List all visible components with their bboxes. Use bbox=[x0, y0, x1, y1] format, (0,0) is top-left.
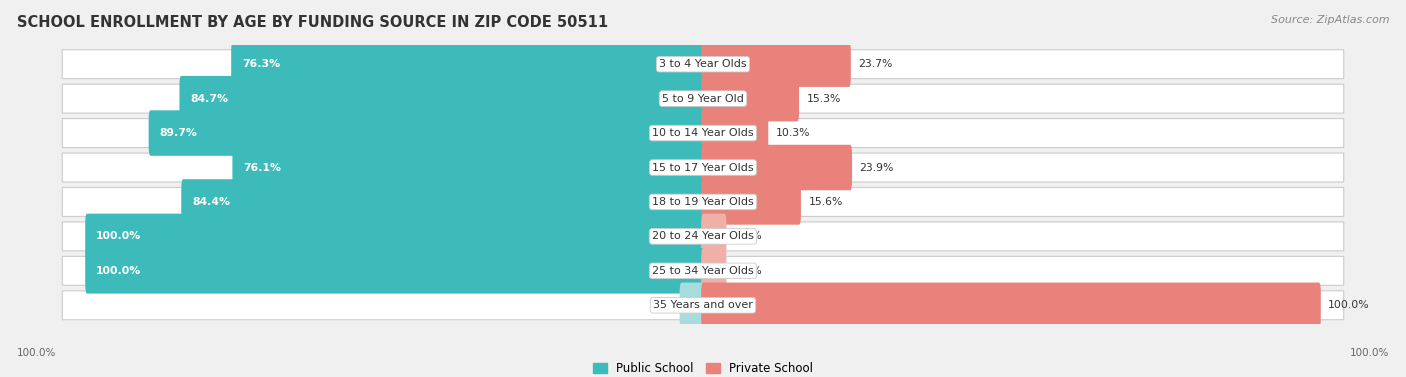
Text: 84.4%: 84.4% bbox=[193, 197, 231, 207]
FancyBboxPatch shape bbox=[702, 76, 799, 121]
FancyBboxPatch shape bbox=[86, 214, 704, 259]
Text: 100.0%: 100.0% bbox=[17, 348, 56, 358]
Text: 20 to 24 Year Olds: 20 to 24 Year Olds bbox=[652, 231, 754, 241]
Text: 76.1%: 76.1% bbox=[243, 162, 281, 173]
FancyBboxPatch shape bbox=[62, 256, 1344, 285]
Text: SCHOOL ENROLLMENT BY AGE BY FUNDING SOURCE IN ZIP CODE 50511: SCHOOL ENROLLMENT BY AGE BY FUNDING SOUR… bbox=[17, 15, 607, 30]
Text: 10 to 14 Year Olds: 10 to 14 Year Olds bbox=[652, 128, 754, 138]
Text: 100.0%: 100.0% bbox=[1350, 348, 1389, 358]
FancyBboxPatch shape bbox=[702, 214, 727, 259]
Text: 89.7%: 89.7% bbox=[160, 128, 198, 138]
Text: Source: ZipAtlas.com: Source: ZipAtlas.com bbox=[1271, 15, 1389, 25]
Text: 100.0%: 100.0% bbox=[96, 231, 142, 241]
FancyBboxPatch shape bbox=[62, 119, 1344, 147]
FancyBboxPatch shape bbox=[702, 179, 801, 225]
Text: 76.3%: 76.3% bbox=[242, 59, 280, 69]
Legend: Public School, Private School: Public School, Private School bbox=[588, 357, 818, 377]
Text: 10.3%: 10.3% bbox=[776, 128, 810, 138]
FancyBboxPatch shape bbox=[702, 282, 1320, 328]
Text: 0.0%: 0.0% bbox=[734, 266, 762, 276]
Text: 84.7%: 84.7% bbox=[191, 93, 229, 104]
FancyBboxPatch shape bbox=[702, 110, 768, 156]
FancyBboxPatch shape bbox=[232, 145, 704, 190]
Text: 15.6%: 15.6% bbox=[808, 197, 842, 207]
Text: 18 to 19 Year Olds: 18 to 19 Year Olds bbox=[652, 197, 754, 207]
FancyBboxPatch shape bbox=[62, 222, 1344, 251]
Text: 5 to 9 Year Old: 5 to 9 Year Old bbox=[662, 93, 744, 104]
Text: 100.0%: 100.0% bbox=[1329, 300, 1369, 310]
Text: 15.3%: 15.3% bbox=[807, 93, 841, 104]
Text: 3 to 4 Year Olds: 3 to 4 Year Olds bbox=[659, 59, 747, 69]
FancyBboxPatch shape bbox=[62, 153, 1344, 182]
FancyBboxPatch shape bbox=[702, 41, 851, 87]
Text: 100.0%: 100.0% bbox=[96, 266, 142, 276]
FancyBboxPatch shape bbox=[702, 248, 727, 294]
Text: 0.0%: 0.0% bbox=[651, 300, 678, 310]
FancyBboxPatch shape bbox=[181, 179, 704, 225]
FancyBboxPatch shape bbox=[86, 248, 704, 294]
FancyBboxPatch shape bbox=[149, 110, 704, 156]
Text: 23.7%: 23.7% bbox=[858, 59, 893, 69]
FancyBboxPatch shape bbox=[62, 50, 1344, 79]
FancyBboxPatch shape bbox=[679, 282, 704, 328]
Text: 23.9%: 23.9% bbox=[859, 162, 894, 173]
FancyBboxPatch shape bbox=[231, 41, 704, 87]
Text: 0.0%: 0.0% bbox=[734, 231, 762, 241]
FancyBboxPatch shape bbox=[62, 84, 1344, 113]
Text: 25 to 34 Year Olds: 25 to 34 Year Olds bbox=[652, 266, 754, 276]
FancyBboxPatch shape bbox=[180, 76, 704, 121]
Text: 35 Years and over: 35 Years and over bbox=[652, 300, 754, 310]
FancyBboxPatch shape bbox=[702, 145, 852, 190]
FancyBboxPatch shape bbox=[62, 291, 1344, 320]
Text: 15 to 17 Year Olds: 15 to 17 Year Olds bbox=[652, 162, 754, 173]
FancyBboxPatch shape bbox=[62, 187, 1344, 216]
